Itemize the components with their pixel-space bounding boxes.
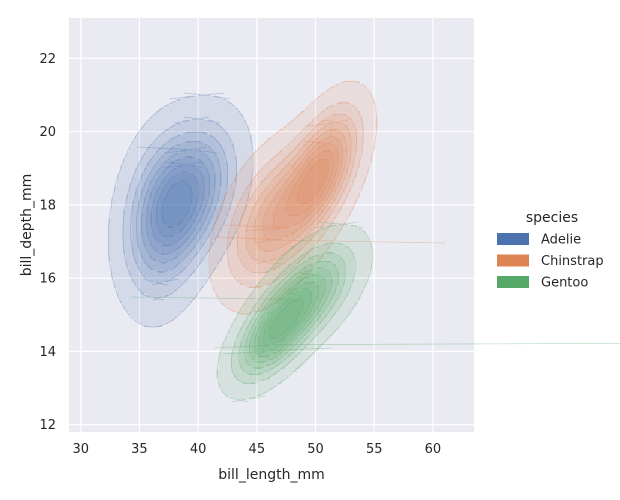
- density-band: [264, 291, 312, 345]
- legend-label-gentoo: Gentoo: [541, 276, 588, 291]
- series-chinstrap-density: [208, 80, 446, 316]
- density-band: [108, 96, 252, 327]
- x-tick-label: 30: [72, 442, 89, 457]
- y-tick-label: 14: [39, 345, 56, 360]
- y-tick-label: 12: [39, 418, 56, 433]
- y-tick-labels: 12 14 16 18 20 22: [39, 52, 56, 433]
- density-band: [138, 141, 222, 273]
- density-band: [255, 276, 324, 357]
- x-axis-label: bill_length_mm: [218, 467, 324, 483]
- density-contour: [238, 251, 347, 376]
- density-contour: [136, 146, 218, 265]
- y-tick-label: 22: [39, 52, 56, 67]
- density-contour: [224, 140, 339, 232]
- density-contour: [244, 260, 339, 370]
- density-contour: [296, 158, 329, 205]
- density-contour: [122, 116, 237, 301]
- density-band: [162, 183, 192, 228]
- density-contour: [208, 80, 378, 316]
- density-band: [228, 102, 363, 288]
- density-band: [231, 243, 354, 384]
- x-tick-label: 55: [366, 442, 383, 457]
- density-contour: [108, 92, 254, 328]
- density-band: [258, 282, 318, 351]
- legend-swatch-chinstrap: [497, 254, 529, 267]
- density-contours: [108, 80, 620, 403]
- x-tick-label: 50: [307, 442, 324, 457]
- density-contour: [245, 119, 352, 265]
- legend-title: species: [526, 210, 578, 226]
- density-contour: [146, 155, 210, 256]
- x-tick-label: 40: [190, 442, 207, 457]
- density-band: [273, 144, 339, 228]
- density-contour: [249, 266, 333, 364]
- density-contour: [285, 149, 335, 217]
- series-gentoo-density: [130, 221, 620, 403]
- density-contour: [216, 221, 373, 403]
- y-tick-label: 16: [39, 272, 56, 287]
- legend-swatch-adelie: [497, 233, 529, 245]
- y-tick-label: 20: [39, 125, 56, 140]
- density-contour: [253, 272, 326, 358]
- density-contour: [155, 170, 199, 238]
- density-band: [210, 81, 378, 312]
- density-band: [285, 150, 333, 216]
- density-band: [132, 132, 228, 282]
- density-band: [123, 120, 237, 297]
- density-contour: [231, 242, 356, 385]
- legend-swatch-gentoo: [497, 276, 529, 288]
- density-contour: [136, 140, 222, 274]
- density-band: [141, 150, 216, 261]
- density-band: [246, 261, 339, 369]
- density-contour: [150, 161, 205, 247]
- density-contour: [222, 281, 331, 355]
- x-tick-label: 45: [249, 442, 266, 457]
- density-band: [297, 159, 327, 204]
- density-contour: [214, 287, 620, 349]
- legend-label-adelie: Adelie: [541, 233, 581, 248]
- density-band: [216, 225, 372, 399]
- density-band: [156, 174, 198, 237]
- grid-lines: [69, 18, 474, 432]
- x-tick-labels: 30 35 40 45 50 55 60: [72, 442, 441, 457]
- density-band: [249, 270, 333, 363]
- density-band: [240, 252, 345, 375]
- density-band: [270, 300, 303, 339]
- plot-background: [69, 18, 474, 432]
- density-contour: [130, 296, 304, 340]
- density-contour: [215, 134, 446, 244]
- density-contour: [237, 113, 357, 274]
- density-band: [246, 123, 351, 261]
- x-tick-label: 35: [131, 442, 148, 457]
- density-contour: [253, 128, 348, 253]
- density-contour: [226, 101, 364, 289]
- y-axis-label: bill_depth_mm: [19, 174, 35, 277]
- density-band: [147, 156, 210, 255]
- legend-label-chinstrap: Chinstrap: [541, 254, 604, 269]
- x-tick-label: 60: [425, 442, 442, 457]
- density-contour: [130, 131, 228, 286]
- density-band: [255, 129, 348, 252]
- density-band: [237, 114, 357, 273]
- density-band: [150, 165, 204, 246]
- series-adelie-density: [108, 92, 254, 328]
- density-contour: [161, 179, 193, 229]
- y-tick-label: 18: [39, 198, 56, 213]
- density-band: [264, 138, 342, 240]
- legend: species Adelie Chinstrap Gentoo: [497, 210, 604, 291]
